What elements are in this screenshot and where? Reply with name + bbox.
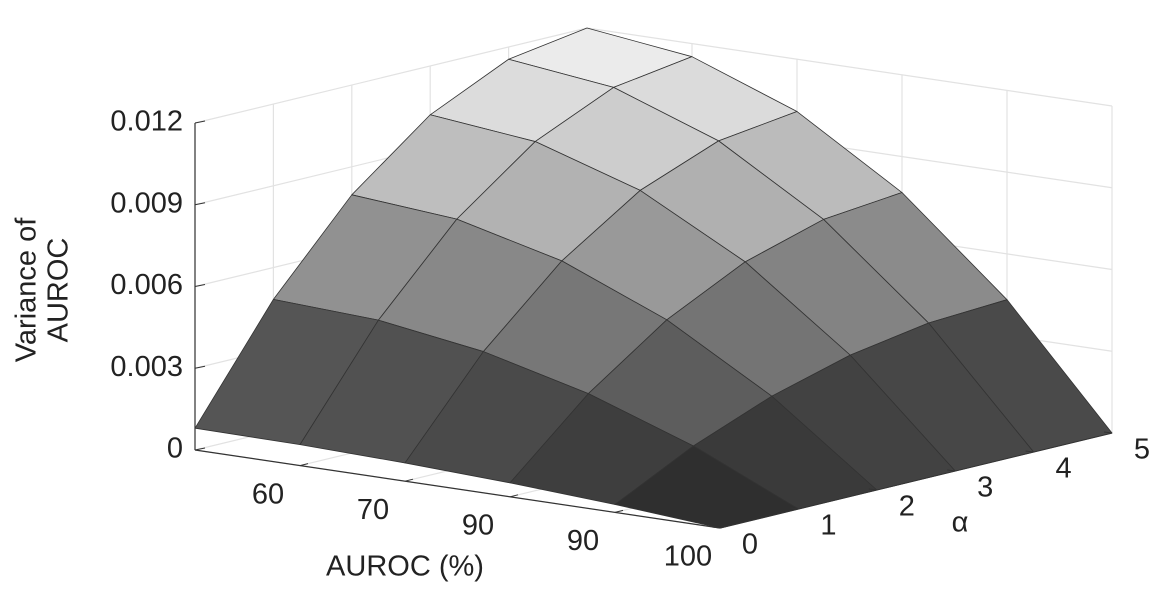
- y-tick-label: 5: [1134, 434, 1150, 466]
- z-tick: [194, 365, 206, 369]
- y-tick-label: 3: [977, 472, 993, 504]
- z-tick-label: 0.003: [110, 351, 183, 383]
- axis-line: [194, 449, 721, 529]
- x-axis-label: AUROC (%): [326, 551, 484, 583]
- y-tick: [947, 469, 956, 472]
- x-tick-label: 70: [357, 494, 389, 526]
- y-tick: [1103, 431, 1113, 434]
- x-tick: [404, 478, 414, 482]
- z-axis-label: Variance of: [11, 217, 43, 362]
- x-tick-label: 90: [462, 509, 494, 541]
- x-tick: [509, 494, 519, 498]
- x-tick: [719, 525, 729, 529]
- z-tick-label: 0: [167, 433, 183, 465]
- surface: [194, 27, 1113, 529]
- x-tick-label: 60: [252, 478, 284, 510]
- z-tick: [194, 284, 206, 287]
- z-tick-label: 0.009: [110, 187, 183, 219]
- z-tick: [194, 120, 206, 124]
- z-axis-label: AUROC: [43, 238, 75, 343]
- y-tick-label: 0: [742, 529, 758, 561]
- z-tick-label: 0.006: [110, 269, 183, 301]
- y-tick-label: 4: [1056, 453, 1072, 485]
- x-tick: [299, 463, 309, 467]
- x-tick-label: 100: [664, 541, 712, 573]
- y-axis-label: α: [952, 507, 969, 539]
- z-tick: [194, 202, 206, 206]
- y-tick: [1025, 450, 1034, 453]
- y-tick-label: 2: [899, 491, 915, 523]
- x-tick: [614, 509, 624, 513]
- z-tick-label: 0.012: [110, 106, 183, 138]
- x-tick-label: 90: [567, 525, 599, 557]
- y-tick-label: 1: [820, 510, 836, 542]
- y-tick: [868, 488, 877, 491]
- y-tick: [790, 507, 799, 510]
- z-tick: [194, 447, 206, 451]
- y-tick: [711, 526, 721, 529]
